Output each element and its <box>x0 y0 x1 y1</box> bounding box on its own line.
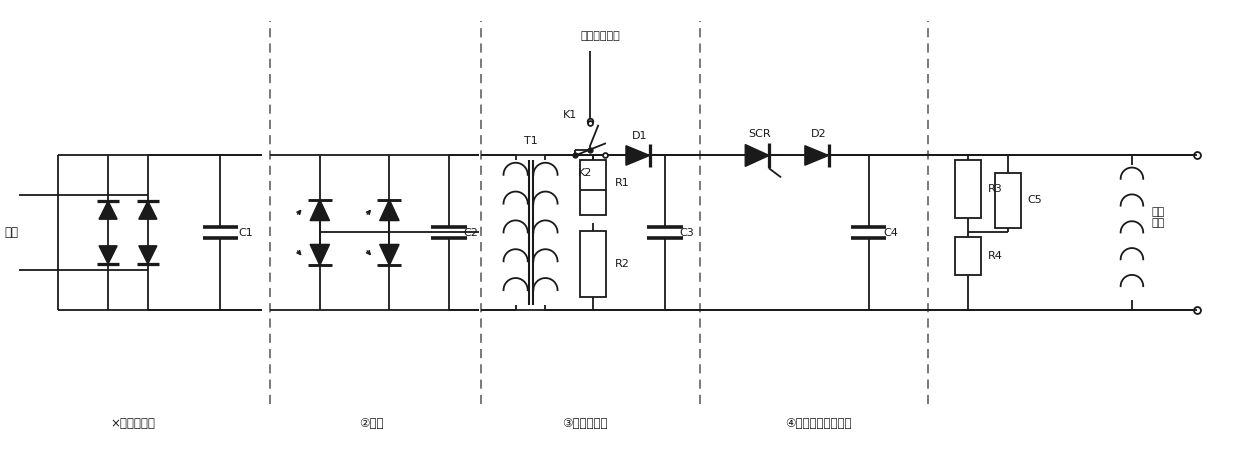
Polygon shape <box>99 246 117 264</box>
Text: ④放电、谐振、采样: ④放电、谐振、采样 <box>786 418 852 430</box>
Text: C5: C5 <box>1028 195 1043 206</box>
Text: R4: R4 <box>988 251 1003 261</box>
Text: K1: K1 <box>563 110 578 120</box>
Polygon shape <box>379 245 399 266</box>
Bar <box>955 238 981 275</box>
Text: C4: C4 <box>883 227 898 238</box>
Text: 被测
绕组: 被测 绕组 <box>1152 207 1166 228</box>
Text: R1: R1 <box>615 178 630 187</box>
Text: 交流耐压输出: 交流耐压输出 <box>580 31 620 41</box>
Polygon shape <box>139 246 157 264</box>
Text: R2: R2 <box>615 259 630 269</box>
Text: R3: R3 <box>988 184 1002 194</box>
Text: C3: C3 <box>680 227 694 238</box>
Polygon shape <box>310 245 330 266</box>
Polygon shape <box>310 199 330 220</box>
Text: ③升压、充电: ③升压、充电 <box>563 418 608 430</box>
Polygon shape <box>99 201 117 219</box>
Bar <box>955 160 981 218</box>
Text: ×整流、滤波: ×整流、滤波 <box>110 418 155 430</box>
Text: 市电: 市电 <box>5 226 19 239</box>
Polygon shape <box>139 201 157 219</box>
Polygon shape <box>745 145 769 166</box>
Text: K2: K2 <box>578 168 593 179</box>
Bar <box>580 160 606 215</box>
Text: D2: D2 <box>811 129 827 139</box>
Text: T1: T1 <box>523 136 537 146</box>
Polygon shape <box>626 146 650 165</box>
Polygon shape <box>379 199 399 220</box>
Bar <box>994 173 1021 227</box>
Text: SCR: SCR <box>748 129 770 139</box>
Bar <box>580 231 606 297</box>
Text: C2: C2 <box>464 227 479 238</box>
Text: C1: C1 <box>238 227 253 238</box>
Text: ②逆变: ②逆变 <box>360 418 383 430</box>
Polygon shape <box>805 146 828 165</box>
Text: D1: D1 <box>632 131 647 140</box>
